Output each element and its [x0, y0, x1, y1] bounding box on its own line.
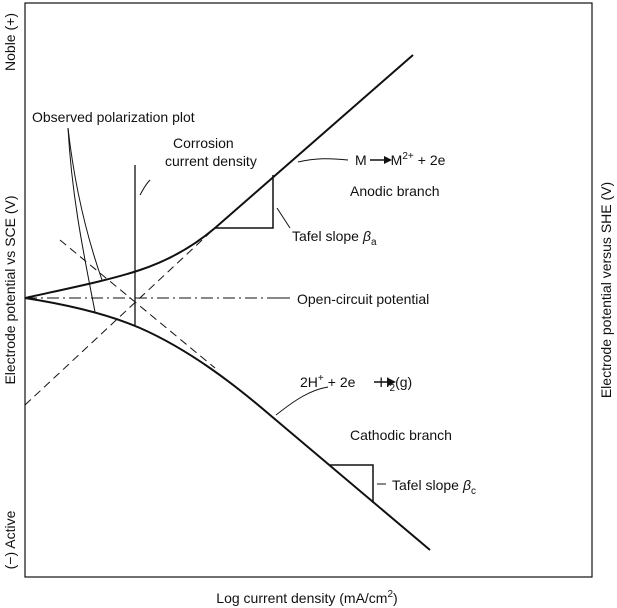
tafel-triangle-anodic [215, 175, 274, 229]
leader [67, 127, 96, 313]
plot-frame [24, 2, 593, 578]
leader [67, 127, 103, 281]
leader [275, 386, 329, 416]
anodic-curve [24, 54, 414, 299]
cathodic-curve [24, 297, 431, 551]
anodic-extrapolation [24, 227, 216, 406]
tafel-triangle-cathodic [330, 464, 374, 503]
corrosion-label: current density [165, 153, 257, 169]
active-label: (−) Active [2, 510, 18, 569]
leader [276, 207, 291, 229]
leader [297, 158, 349, 163]
noble-label: Noble (+) [2, 13, 18, 71]
cathodic-extrapolation [59, 239, 216, 369]
cathodic-branch-label: Cathodic branch [350, 427, 452, 443]
tafel-a-label: Tafel slope βa [292, 228, 377, 248]
corrosion-label: Corrosion [173, 135, 234, 151]
y2-axis-label: Electrode potential versus SHE (V) [598, 182, 614, 398]
anodic-branch-label: Anodic branch [350, 183, 440, 199]
ocp-label: Open-circuit potential [297, 291, 429, 307]
leader [139, 179, 151, 196]
anodic-reaction: M M2+ + 2e [355, 151, 446, 168]
observed-label: Observed polarization plot [32, 109, 195, 125]
tafel-c-label: Tafel slope βc [392, 477, 476, 497]
cathodic-reaction: 2H+ + 2e H2(g) [300, 373, 412, 394]
y-axis-label: Electrode potential vs SCE (V) [2, 195, 18, 384]
x-axis-label: Log current density (mA/cm2) [216, 589, 397, 606]
arrow-head [384, 156, 392, 164]
arrow-head [388, 378, 396, 386]
